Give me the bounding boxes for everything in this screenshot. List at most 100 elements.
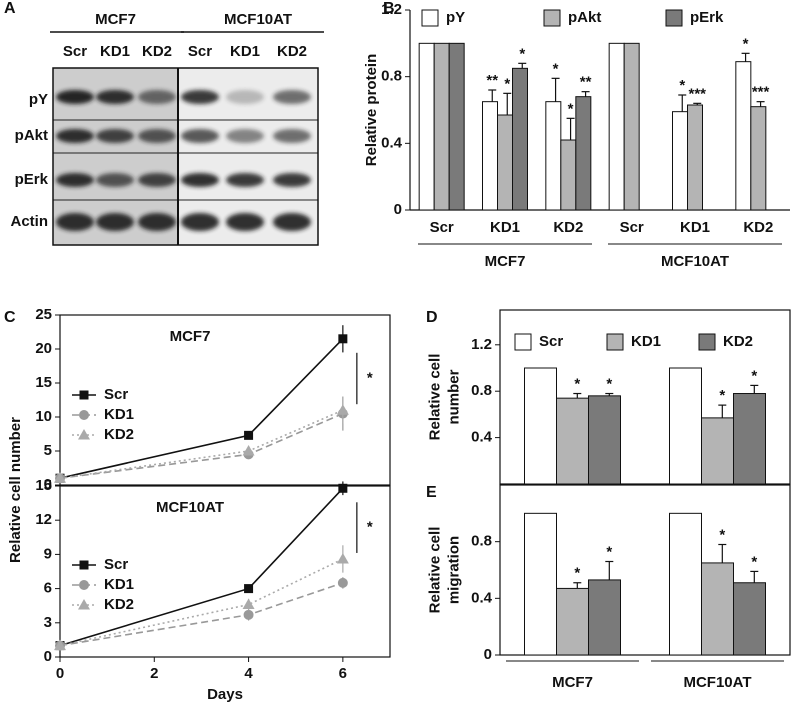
chart-title: MCF7: [170, 328, 211, 345]
bar: [588, 579, 621, 656]
series-line: [59, 338, 344, 479]
row-label: pAkt: [15, 127, 48, 144]
y-tick-label: 0: [394, 201, 402, 218]
bar: [560, 139, 577, 211]
y-tick-label: 5: [44, 442, 52, 459]
band: [56, 173, 94, 187]
band: [96, 213, 134, 231]
band: [138, 213, 176, 231]
legend-swatch: [543, 9, 561, 27]
legend-marker: [78, 429, 90, 440]
bar: [623, 42, 640, 211]
marker: [54, 472, 66, 483]
bar: [669, 367, 702, 485]
row-label: pErk: [15, 171, 49, 188]
significance: *: [606, 375, 612, 392]
lane-label: KD1: [100, 43, 130, 60]
legend-marker: [79, 410, 89, 420]
significance: *: [606, 543, 612, 560]
significance: *: [504, 75, 510, 92]
row-label: Actin: [11, 213, 49, 230]
marker: [244, 584, 254, 594]
band: [181, 213, 219, 231]
marker: [338, 334, 348, 344]
bar: [556, 587, 589, 656]
band: [273, 90, 311, 104]
bar: [588, 395, 621, 485]
y-tick-label: 0.4: [381, 134, 403, 151]
cell-line-label: MCF7: [95, 11, 136, 28]
y-tick-label: 10: [35, 408, 52, 425]
x-tick-label: KD1: [680, 219, 710, 236]
legend-swatch: [421, 9, 439, 27]
lane-label: KD2: [277, 43, 307, 60]
bar: [524, 367, 557, 485]
legend-marker: [79, 560, 89, 570]
bar: [669, 512, 702, 656]
panel-label: C: [4, 309, 16, 326]
marker: [242, 598, 255, 610]
x-tick-label: 6: [339, 665, 347, 682]
significance: *: [568, 100, 574, 117]
x-tick-label: KD2: [743, 219, 773, 236]
y-tick-label: 15: [35, 477, 52, 494]
y-tick-label: 1.2: [381, 1, 402, 18]
y-tick-label: 0.4: [471, 589, 493, 606]
legend-label: pY: [446, 9, 465, 26]
marker: [336, 552, 349, 564]
y-tick-label: 9: [44, 545, 52, 562]
bar: [575, 96, 592, 211]
bar: [701, 562, 734, 656]
band: [96, 173, 134, 187]
band: [273, 213, 311, 231]
legend-label: pAkt: [568, 9, 601, 26]
panel-label: E: [426, 484, 437, 501]
significance: *: [553, 60, 559, 77]
significance: *: [719, 526, 725, 543]
x-tick-label: 2: [150, 665, 158, 682]
legend-label: KD2: [104, 596, 134, 613]
bar: [524, 512, 557, 656]
x-tick-label: KD1: [490, 219, 520, 236]
band: [181, 90, 219, 104]
bar: [733, 582, 766, 656]
marker: [338, 483, 348, 493]
bar: [701, 417, 734, 485]
legend-marker: [79, 580, 89, 590]
plot-frame: [59, 485, 391, 658]
bar: [735, 61, 752, 211]
y-tick-label: 12: [35, 511, 52, 528]
blot-frame: [52, 67, 319, 246]
cell-line-label: MCF10AT: [224, 11, 292, 28]
band: [56, 90, 94, 104]
y-tick-label: 3: [44, 614, 52, 631]
legend-label: Scr: [104, 386, 128, 403]
y-axis-label: Relative cell number: [7, 417, 24, 563]
x-tick-label: 4: [244, 665, 253, 682]
x-tick-label: MCF7: [552, 674, 593, 691]
legend-label: pErk: [690, 9, 724, 26]
significance: *: [519, 45, 525, 62]
plot-frame: [499, 309, 791, 485]
marker: [244, 430, 254, 440]
group-label: MCF7: [485, 253, 526, 270]
y-tick-label: 0.8: [471, 533, 492, 550]
marker: [336, 404, 349, 415]
y-tick-label: 0.4: [471, 429, 493, 446]
bar: [750, 106, 767, 211]
legend-label: KD1: [104, 406, 134, 423]
plot-frame: [59, 314, 391, 486]
bar: [687, 104, 703, 211]
band: [226, 90, 264, 104]
legend-label: KD1: [104, 576, 134, 593]
band: [181, 129, 219, 143]
marker: [242, 445, 255, 456]
legend-swatch: [698, 333, 716, 351]
significance: *: [719, 387, 725, 404]
band: [138, 129, 176, 143]
x-tick-label: Scr: [430, 219, 454, 236]
marker: [243, 609, 254, 620]
lane-label: Scr: [63, 43, 87, 60]
y-axis-label: Relative cell: [426, 527, 443, 614]
